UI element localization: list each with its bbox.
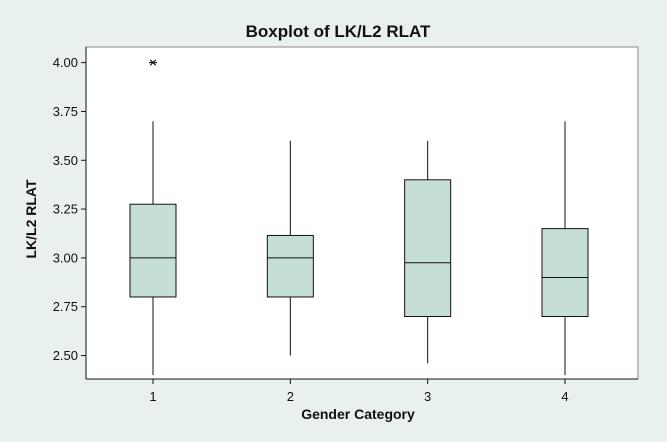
box-iqr bbox=[129, 203, 177, 298]
box-series-4 bbox=[541, 121, 589, 376]
x-tick-label: 3 bbox=[424, 389, 431, 404]
x-axis-label: Gender Category bbox=[301, 406, 415, 422]
y-tick-label: 3.00 bbox=[53, 250, 78, 265]
y-tick-label: 3.75 bbox=[53, 104, 78, 119]
chart-marks: 2.50 2.75 3.00 3.25 3.50 3.75 4.00 1 2 3 4 bbox=[53, 47, 638, 404]
y-tick-label: 3.50 bbox=[53, 153, 78, 168]
x-tick-label: 1 bbox=[149, 389, 156, 404]
box-series-3 bbox=[404, 140, 452, 364]
chart-title: Boxplot of LK/L2 RLAT bbox=[246, 22, 431, 41]
box-series-2 bbox=[266, 140, 314, 356]
box-iqr bbox=[404, 179, 452, 318]
y-tick-label: 3.25 bbox=[53, 202, 78, 217]
box-iqr bbox=[541, 228, 589, 318]
outlier-marker bbox=[149, 59, 157, 66]
plot-area bbox=[85, 46, 639, 380]
y-tick-label: 2.50 bbox=[53, 348, 78, 363]
y-tick-label: 4.00 bbox=[53, 55, 78, 70]
box-series-1 bbox=[129, 59, 177, 376]
y-tick-label: 2.75 bbox=[53, 299, 78, 314]
outlier-stroke bbox=[149, 59, 157, 66]
x-tick-label: 4 bbox=[561, 389, 568, 404]
y-axis-label: LK/L2 RLAT bbox=[23, 179, 39, 259]
box-iqr bbox=[266, 234, 314, 298]
x-tick-label: 2 bbox=[287, 389, 294, 404]
